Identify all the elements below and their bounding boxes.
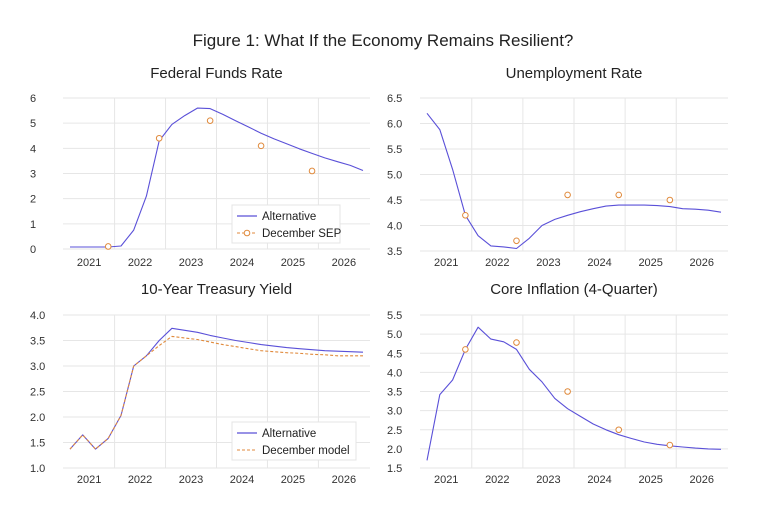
y-tick-label: 5.5 (387, 310, 402, 322)
y-tick-label: 2.5 (30, 387, 45, 399)
y-tick-label: 1 (30, 219, 36, 231)
x-tick-label: 2023 (536, 474, 560, 486)
x-tick-label: 2021 (434, 474, 458, 486)
figure-title: Figure 1: What If the Economy Remains Re… (193, 31, 574, 50)
data-point-december-sep (462, 346, 469, 353)
legend: Alternative December model (231, 421, 357, 461)
y-tick-label: 2.0 (30, 412, 45, 424)
x-tick-label: 2023 (179, 474, 203, 486)
data-point-december-sep (257, 142, 265, 150)
data-point-december-sep (104, 243, 112, 250)
y-tick-label: 3.5 (30, 336, 45, 348)
x-tick-label: 2026 (332, 257, 356, 269)
data-point-december-sep (615, 191, 623, 199)
y-tick-label: 4 (30, 143, 36, 155)
x-tick-label: 2022 (128, 474, 152, 486)
x-tick-label: 2024 (230, 474, 254, 486)
data-point-december-sep (513, 237, 520, 245)
chart-panel-4: Core Inflation (4-Quarter) 1.5 2.0 2.5 3.0 3.… (387, 281, 728, 486)
y-tick-label: 5.0 (387, 329, 402, 341)
y-tick-label: 5.0 (387, 170, 402, 182)
series-line-december-model (69, 335, 363, 450)
data-point-december-sep (666, 196, 674, 204)
series-line-alternative (70, 107, 364, 248)
x-tick-label: 2025 (281, 257, 305, 269)
y-tick-label: 1.5 (387, 463, 402, 475)
y-tick-label: 4.0 (387, 367, 402, 379)
x-tick-label: 2026 (690, 474, 714, 486)
y-tick-label: 2.5 (387, 425, 402, 437)
y-tick-label: 3.0 (387, 406, 402, 418)
data-point-december-sep (564, 388, 571, 395)
y-tick-label: 3 (30, 169, 36, 181)
x-tick-label: 2021 (77, 474, 101, 486)
data-point-december-sep (513, 339, 520, 346)
panel-title: 10-Year Treasury Yield (141, 281, 292, 298)
y-tick-label: 3.5 (387, 246, 402, 258)
legend-label: December SEP (262, 228, 342, 240)
series-line-alternative (426, 112, 722, 250)
legend-box (231, 204, 341, 244)
y-tick-label: 6.5 (387, 93, 402, 105)
y-tick-label: 4.5 (387, 348, 402, 360)
x-tick-label: 2026 (332, 474, 356, 486)
y-tick-label: 6.0 (387, 119, 402, 131)
y-tick-label: 4.0 (387, 221, 402, 233)
data-point-december-sep (462, 212, 469, 219)
legend-marker-december (243, 229, 251, 237)
x-tick-label: 2023 (179, 257, 203, 269)
chart-panel-2: Unemployment Rate 3.5 4.0 4.5 5.0 5.5 6.0 6.5 20… (387, 65, 728, 269)
y-tick-label: 5.5 (387, 144, 402, 156)
y-tick-label: 6 (30, 93, 36, 105)
x-tick-label: 2022 (485, 474, 509, 486)
panel-title: Federal Funds Rate (150, 65, 283, 82)
x-tick-label: 2025 (281, 474, 305, 486)
x-tick-label: 2025 (638, 257, 662, 269)
panel-title: Unemployment Rate (506, 65, 643, 82)
x-tick-label: 2024 (230, 257, 254, 269)
legend-label: December model (262, 445, 350, 457)
data-point-december-sep (155, 134, 163, 142)
data-point-december-sep (206, 117, 214, 124)
legend-box (231, 421, 357, 461)
data-point-december-sep (308, 167, 316, 175)
y-tick-label: 1.5 (30, 438, 45, 450)
legend-label: Alternative (262, 211, 316, 223)
x-tick-label: 2022 (485, 257, 509, 269)
y-tick-label: 2 (30, 194, 36, 206)
y-tick-label: 3.0 (30, 361, 45, 373)
x-tick-label: 2024 (587, 257, 611, 269)
x-tick-label: 2024 (587, 474, 611, 486)
y-tick-label: 0 (30, 244, 36, 256)
y-tick-label: 4.5 (387, 195, 402, 207)
data-point-december-sep (615, 426, 623, 434)
legend-label: Alternative (262, 428, 316, 440)
y-tick-label: 2.0 (387, 444, 402, 456)
x-tick-label: 2025 (638, 474, 662, 486)
x-tick-label: 2021 (77, 257, 101, 269)
x-tick-label: 2026 (690, 257, 714, 269)
data-point-december-sep (666, 441, 674, 449)
x-tick-label: 2023 (536, 257, 560, 269)
y-tick-label: 3.5 (387, 387, 402, 399)
chart-panel-3: 10-Year Treasury Yield 1.0 1.5 2.0 2.5 3.0 3.5… (30, 281, 370, 486)
y-tick-label: 4.0 (30, 310, 45, 322)
y-tick-label: 1.0 (30, 463, 45, 475)
panel-title: Core Inflation (4-Quarter) (490, 281, 658, 298)
legend: Alternative December SEP (231, 204, 342, 244)
chart-panel-1: Federal Funds Rate 0 1 2 3 4 5 6 2021 2022 2023 202… (30, 65, 370, 269)
x-tick-label: 2022 (128, 257, 152, 269)
y-tick-label: 5 (30, 118, 36, 130)
data-point-december-sep (564, 191, 571, 199)
x-tick-label: 2021 (434, 257, 458, 269)
